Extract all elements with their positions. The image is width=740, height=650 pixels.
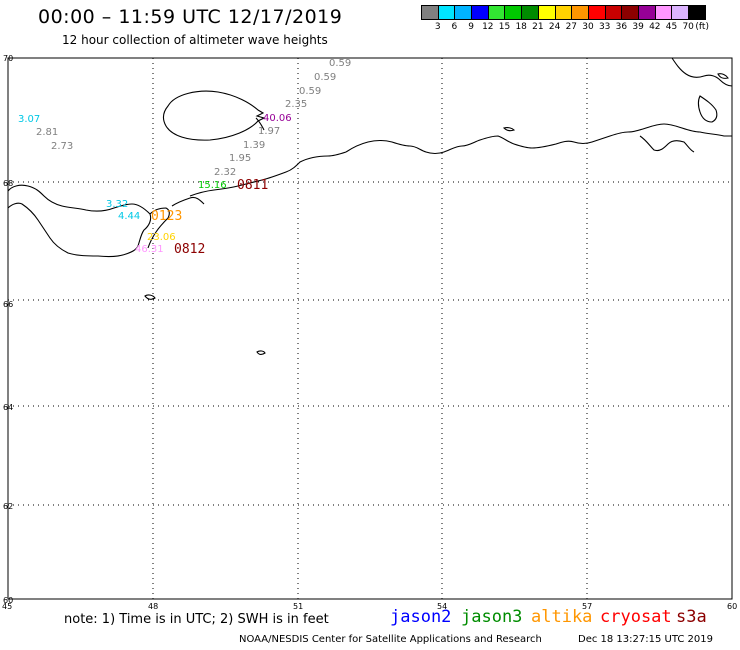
legend-jason3: jason3 — [461, 607, 523, 627]
lon-label-57: 57 — [582, 602, 592, 611]
wave-height-label: 40.06 — [263, 113, 292, 124]
arctic-coast-east — [345, 123, 732, 155]
wave-height-label: 23.06 — [147, 232, 176, 243]
scale-label: 27 — [565, 22, 578, 32]
scale-label: 6 — [451, 22, 458, 32]
novaya-zemlya-tip — [671, 57, 733, 87]
lon-label-48: 48 — [148, 602, 158, 611]
legend-altika: altika — [531, 607, 593, 627]
scale-label: 45 — [665, 22, 678, 32]
wave-height-label: 3.07 — [18, 114, 40, 125]
map-frame — [7, 57, 733, 600]
wave-height-label: 46.31 — [135, 244, 164, 255]
scale-label: 42 — [649, 22, 661, 32]
pass-time-label: 0812 — [174, 242, 205, 257]
lat-label-70: 70 — [3, 54, 13, 63]
small-island-2 — [717, 73, 729, 79]
pass-time-label: 0123 — [151, 209, 182, 224]
scale-label: 39 — [632, 22, 644, 32]
lat-label-64: 64 — [3, 403, 13, 412]
scale-label: 24 — [548, 22, 561, 32]
scale-label: 30 — [582, 22, 594, 32]
scale-label: 15 — [498, 22, 511, 32]
scale-swatch — [688, 5, 706, 20]
legend-s3a: s3a — [676, 607, 707, 627]
yugorsky-peninsula — [639, 135, 695, 153]
scale-label: 9 — [468, 22, 474, 32]
pechora-coast — [189, 151, 347, 197]
wave-height-label: 0.59 — [329, 58, 351, 69]
lat-label-62: 62 — [3, 502, 13, 511]
mainland-coast — [7, 184, 152, 258]
lon-label-51: 51 — [293, 602, 303, 611]
legend-jason2: jason2 — [390, 607, 452, 627]
map-subtitle: 12 hour collection of altimeter wave hei… — [62, 33, 328, 47]
wave-height-label: 2.73 — [51, 141, 73, 152]
wave-height-label: 15.16 — [198, 180, 227, 191]
wave-height-label: 0.59 — [299, 86, 321, 97]
lon-label-45: 45 — [2, 602, 12, 611]
wave-height-observations: 0.59 0.59 0.59 2.35 40.06 1.97 1.39 1.95 2.32 15.… — [18, 58, 351, 255]
coastline — [7, 57, 733, 355]
lon-label-54: 54 — [437, 602, 447, 611]
graticule — [8, 58, 732, 599]
lat-label-60: 60 — [3, 596, 13, 605]
small-island-1 — [502, 127, 516, 132]
map-title: 00:00 – 11:59 UTC 12/17/2019 — [38, 6, 343, 28]
legend-cryosat: cryosat — [600, 607, 672, 627]
wave-height-label: 2.81 — [36, 127, 58, 138]
wave-height-label: 1.39 — [243, 140, 265, 151]
vaygach-island — [697, 95, 718, 123]
wave-height-label: 1.97 — [258, 126, 280, 137]
lat-label-66: 66 — [3, 300, 13, 309]
scale-label: 12 — [482, 22, 494, 32]
scale-label: 18 — [515, 22, 527, 32]
generated-timestamp: Dec 18 13:27:15 UTC 2019 — [578, 634, 713, 645]
wave-height-label: 0.59 — [314, 72, 336, 83]
wave-height-label: 2.35 — [285, 99, 307, 110]
kolguev-island — [163, 90, 266, 141]
small-island-3 — [144, 294, 156, 300]
scale-label: 70 — [682, 22, 694, 32]
wave-height-label: 1.95 — [229, 153, 251, 164]
scale-label: 3 — [434, 22, 441, 32]
kolguev-spit — [255, 117, 265, 131]
scale-unit: (ft) — [695, 22, 709, 32]
pass-time-label: 0811 — [237, 178, 268, 193]
cheshskaya-bay-coast — [147, 207, 170, 249]
footer-note: note: 1) Time is in UTC; 2) SWH is in fe… — [64, 612, 329, 627]
credit-line: NOAA/NESDIS Center for Satellite Applica… — [239, 634, 542, 645]
wave-height-label: 2.32 — [214, 167, 236, 178]
scale-label: 36 — [615, 22, 628, 32]
color-scale — [421, 5, 706, 20]
small-island-4 — [256, 350, 266, 355]
scale-label: 33 — [598, 22, 611, 32]
satellite-pass-times: 0811 0123 0812 — [151, 178, 268, 257]
kanin-east-coast — [171, 196, 205, 207]
wave-height-label: 3.32 — [106, 199, 128, 210]
scale-label: 21 — [532, 22, 544, 32]
wave-height-label: 4.44 — [118, 211, 140, 222]
lon-label-60: 60 — [727, 602, 737, 611]
lat-label-68: 68 — [3, 179, 13, 188]
